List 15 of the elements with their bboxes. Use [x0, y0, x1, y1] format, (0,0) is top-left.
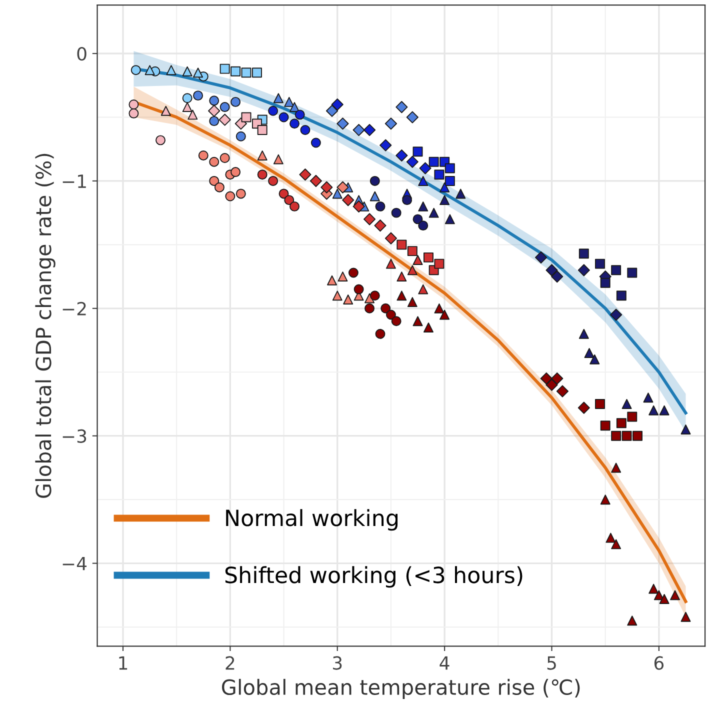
y-tick-label: −3 [62, 429, 86, 443]
y-tick-label: 0 [77, 46, 86, 61]
y-tick-label: −2 [62, 302, 86, 316]
y-axis-title: Global total GDP change rate (%) [35, 154, 56, 498]
x-tick-label: 6 [654, 656, 664, 670]
y-tick-label: −1 [62, 174, 86, 188]
y-tick-label: −4 [62, 556, 87, 570]
legend-label: Normal working [226, 509, 398, 531]
x-tick-label: 4 [440, 656, 450, 670]
x-tick-label: 1 [119, 656, 128, 670]
legend-label: Shifted working (<3 hours) [225, 566, 522, 588]
x-axis-title: Global mean temperature rise (℃) [222, 678, 580, 700]
x-tick-label: 3 [333, 656, 342, 670]
x-tick-label: 2 [226, 656, 234, 670]
x-tick-label: 5 [547, 656, 556, 670]
